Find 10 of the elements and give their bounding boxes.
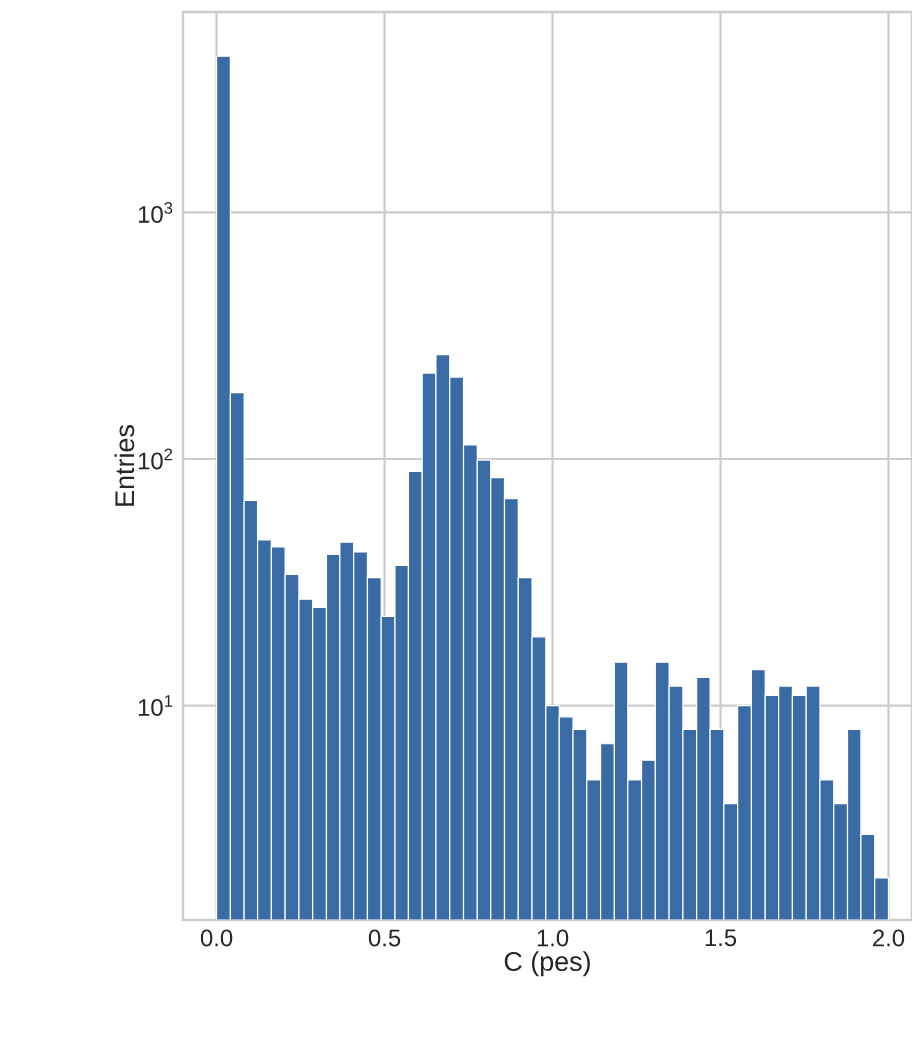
x-tick-label: 0.5: [368, 929, 401, 947]
y-tick-label: 10$^{3}$: [138, 201, 173, 223]
x-tick-label: 2.0: [873, 929, 905, 947]
x-tick-label: 0.0: [200, 929, 233, 947]
x-tick-label: 1.0: [537, 929, 569, 947]
x-axis-title: C (pes): [504, 951, 590, 977]
x-tick-label: 1.5: [705, 929, 737, 947]
y-tick-label: 10$^{2}$: [138, 448, 173, 470]
y-tick-label: 10$^{1}$: [138, 695, 173, 716]
y-axis-title: Entries: [114, 425, 135, 506]
